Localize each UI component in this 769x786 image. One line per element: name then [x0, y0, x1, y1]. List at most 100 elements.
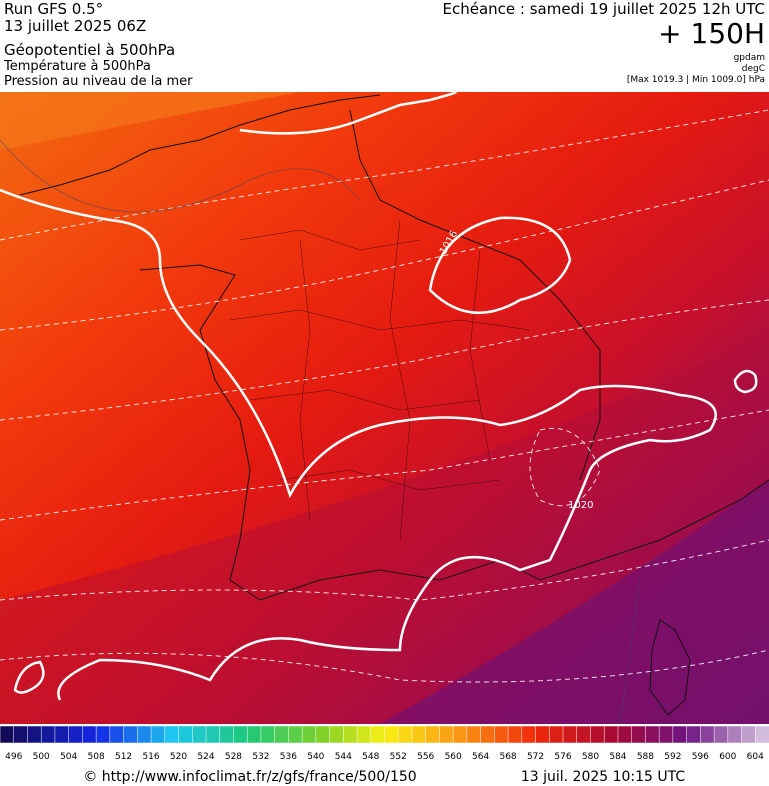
unit-pressure: [Max 1019.3 | Min 1009.0] hPa	[627, 75, 765, 85]
scale-swatch	[741, 725, 756, 744]
scale-swatch	[384, 725, 399, 744]
scale-label: 532	[252, 752, 269, 762]
scale-label: 596	[692, 752, 709, 762]
scale-swatch	[700, 725, 715, 744]
scale-swatch	[590, 725, 605, 744]
scale-swatch	[727, 725, 743, 744]
band	[0, 92, 300, 150]
scale-swatch	[68, 725, 83, 744]
scale-label: 504	[60, 752, 77, 762]
scale-swatch	[246, 725, 262, 744]
scale-swatch	[521, 725, 537, 744]
scale-swatch	[755, 725, 769, 744]
isobars	[0, 92, 758, 701]
map: 1016 1020	[0, 92, 769, 724]
scale-swatch	[603, 725, 619, 744]
scale-swatch	[178, 725, 193, 744]
scale-swatch	[466, 725, 482, 744]
scale-label: 548	[362, 752, 379, 762]
scale-label: 568	[499, 752, 516, 762]
scale-swatch	[658, 725, 674, 744]
scale-label: 552	[390, 752, 407, 762]
scale-swatch	[82, 725, 97, 744]
source: © http://www.infoclimat.fr/z/gfs/france/…	[83, 769, 416, 785]
scale-swatch	[576, 725, 592, 744]
scale-label: 540	[307, 752, 324, 762]
isotherms	[0, 109, 769, 683]
header: Run GFS 0.5° 13 juillet 2025 06Z Géopote…	[3, 0, 765, 89]
scale-label: 592	[664, 752, 681, 762]
coastlines	[19, 94, 769, 716]
scale-label: 508	[88, 752, 105, 762]
issued: 13 juil. 2025 10:15 UTC	[521, 769, 686, 785]
scale-swatch	[411, 725, 427, 744]
scale-swatch	[40, 725, 56, 744]
scale-swatch	[425, 725, 440, 744]
scale-swatch	[301, 725, 317, 744]
scale-swatch	[274, 725, 289, 744]
unit-geo: gpdam	[734, 53, 765, 63]
scale-swatch	[329, 725, 344, 744]
scale-label: 564	[472, 752, 489, 762]
scale-label: 560	[445, 752, 462, 762]
scale-swatch	[397, 725, 413, 744]
field-1: Géopotentiel à 500hPa	[4, 41, 175, 59]
scale-swatch	[137, 725, 152, 744]
unit-temp: degC	[742, 64, 765, 74]
scale-label: 536	[280, 752, 297, 762]
scale-swatch	[672, 725, 688, 744]
scale-swatch	[95, 725, 111, 744]
scale-swatch	[150, 725, 166, 744]
run: Run GFS 0.5°	[4, 0, 103, 18]
scale-swatch	[192, 725, 207, 744]
field-2: Température à 500hPa	[3, 59, 151, 74]
run-date: 13 juillet 2025 06Z	[4, 17, 146, 35]
scale-swatch	[631, 725, 646, 744]
scale-label: 588	[637, 752, 654, 762]
scale-label: 520	[170, 752, 187, 762]
scale-swatch	[164, 725, 180, 744]
scale-label: 496	[5, 752, 22, 762]
scale-label: 584	[609, 752, 626, 762]
thickness	[0, 139, 641, 724]
scale-swatch	[233, 725, 248, 744]
scale-label: 556	[417, 752, 434, 762]
scale-swatch	[315, 725, 331, 744]
scale-swatch	[370, 725, 386, 744]
scale-swatch	[645, 725, 660, 744]
scale-swatch	[507, 725, 523, 744]
borders	[229, 219, 531, 541]
contour-label: 1020	[568, 500, 593, 511]
scale-swatch	[288, 725, 303, 744]
scale-swatch	[109, 725, 125, 744]
scale-swatch	[0, 725, 15, 744]
scale-label: 572	[527, 752, 544, 762]
scale-swatch	[713, 725, 729, 744]
lead-time: + 150H	[658, 17, 765, 50]
scale-label: 544	[335, 752, 352, 762]
band	[380, 480, 769, 724]
scale-swatch	[686, 725, 701, 744]
scale-swatch	[13, 725, 29, 744]
scale-label: 604	[747, 752, 764, 762]
scale-swatch	[356, 725, 372, 744]
scale-label: 512	[115, 752, 132, 762]
scale-label: 516	[142, 752, 159, 762]
scale-label: 600	[719, 752, 736, 762]
scale-swatch	[549, 725, 564, 744]
scale-swatch	[27, 725, 42, 744]
scale-swatch	[480, 725, 495, 744]
scale-label: 528	[225, 752, 242, 762]
scale-swatch	[54, 725, 70, 744]
scale-swatch	[617, 725, 633, 744]
scale-label: 524	[197, 752, 214, 762]
scale-swatch	[123, 725, 138, 744]
scale-label: 500	[33, 752, 50, 762]
scale-swatch	[260, 725, 276, 744]
field-3: Pression au niveau de la mer	[4, 74, 193, 89]
scale-swatch	[205, 725, 221, 744]
scale-label: 576	[554, 752, 571, 762]
scale-swatch	[562, 725, 578, 744]
forecast-time: Echéance : samedi 19 juillet 2025 12h UT…	[443, 0, 765, 18]
